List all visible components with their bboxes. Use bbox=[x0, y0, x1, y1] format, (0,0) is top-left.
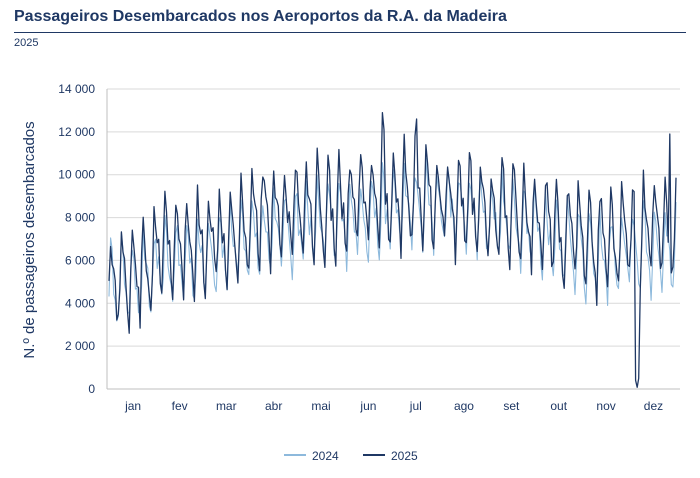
y-tick-labels: 0 2 000 4 000 6 000 8 000 10 000 12 000 14 000 bbox=[58, 82, 95, 396]
series-lines bbox=[108, 111, 677, 388]
grid-lines bbox=[107, 88, 680, 390]
axes bbox=[106, 89, 680, 390]
x-tick-label: dez bbox=[644, 399, 663, 413]
x-tick-label: jul bbox=[409, 399, 422, 413]
y-tick-label: 2 000 bbox=[65, 339, 95, 353]
y-tick-label: 6 000 bbox=[65, 253, 95, 267]
series-line-2025 bbox=[108, 111, 677, 388]
chart-title: Passageiros Desembarcados nos Aeroportos… bbox=[14, 8, 507, 25]
y-tick-label: 4 000 bbox=[65, 296, 95, 310]
x-tick-label: mai bbox=[311, 399, 330, 413]
x-tick-label: jan bbox=[124, 399, 141, 413]
x-tick-label: fev bbox=[172, 399, 188, 413]
y-axis-label: N.º de passageiros desembarcados bbox=[21, 121, 38, 358]
x-tick-label: nov bbox=[596, 399, 615, 413]
x-tick-label: abr bbox=[265, 399, 282, 413]
legend-label: 2025 bbox=[391, 449, 418, 463]
x-tick-label: set bbox=[503, 399, 520, 413]
x-tick-label: jun bbox=[359, 399, 376, 413]
y-tick-label: 14 000 bbox=[58, 82, 95, 96]
legend: 2024 2025 bbox=[284, 449, 418, 463]
y-tick-label: 8 000 bbox=[65, 211, 95, 225]
y-tick-label: 10 000 bbox=[58, 168, 95, 182]
x-tick-label: ago bbox=[454, 399, 474, 413]
chart-subtitle: 2025 bbox=[14, 37, 39, 49]
x-tick-label: out bbox=[550, 399, 567, 413]
title-divider bbox=[14, 32, 686, 33]
legend-label: 2024 bbox=[312, 449, 339, 463]
x-tick-label: mar bbox=[216, 399, 237, 413]
y-tick-label: 0 bbox=[88, 382, 95, 396]
y-tick-label: 12 000 bbox=[58, 125, 95, 139]
x-tick-labels: jan fev mar abr mai jun jul ago set out nov dez bbox=[124, 399, 663, 413]
